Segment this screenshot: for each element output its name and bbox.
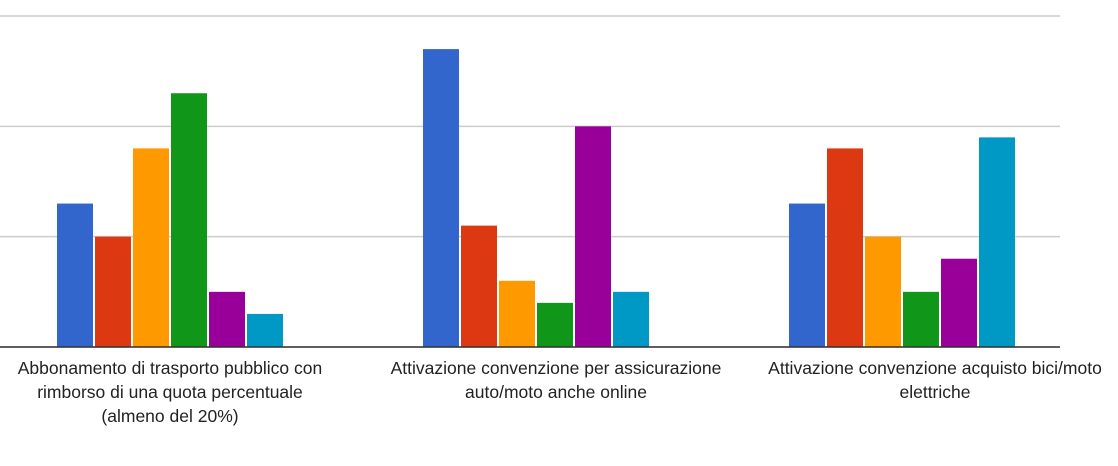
x-tick-label: Attivazione convenzione acquisto bici/mo… [768,358,1102,402]
bar [903,291,939,347]
bar [423,49,459,347]
bar [865,236,901,347]
bar [247,313,283,347]
bar [57,203,93,347]
bar [941,258,977,347]
bar [209,291,245,347]
bar [499,280,535,347]
bar [827,148,863,347]
bar [537,302,573,347]
x-tick-label: Attivazione convenzione per assicurazion… [390,358,722,402]
bar [95,236,131,347]
bar [461,225,497,347]
bar [133,148,169,347]
bar [789,203,825,347]
x-tick-label: Abbonamento di trasporto pubblico con ri… [17,358,323,426]
bar [613,291,649,347]
bar [575,126,611,347]
bar [979,137,1015,347]
bar [171,93,207,347]
